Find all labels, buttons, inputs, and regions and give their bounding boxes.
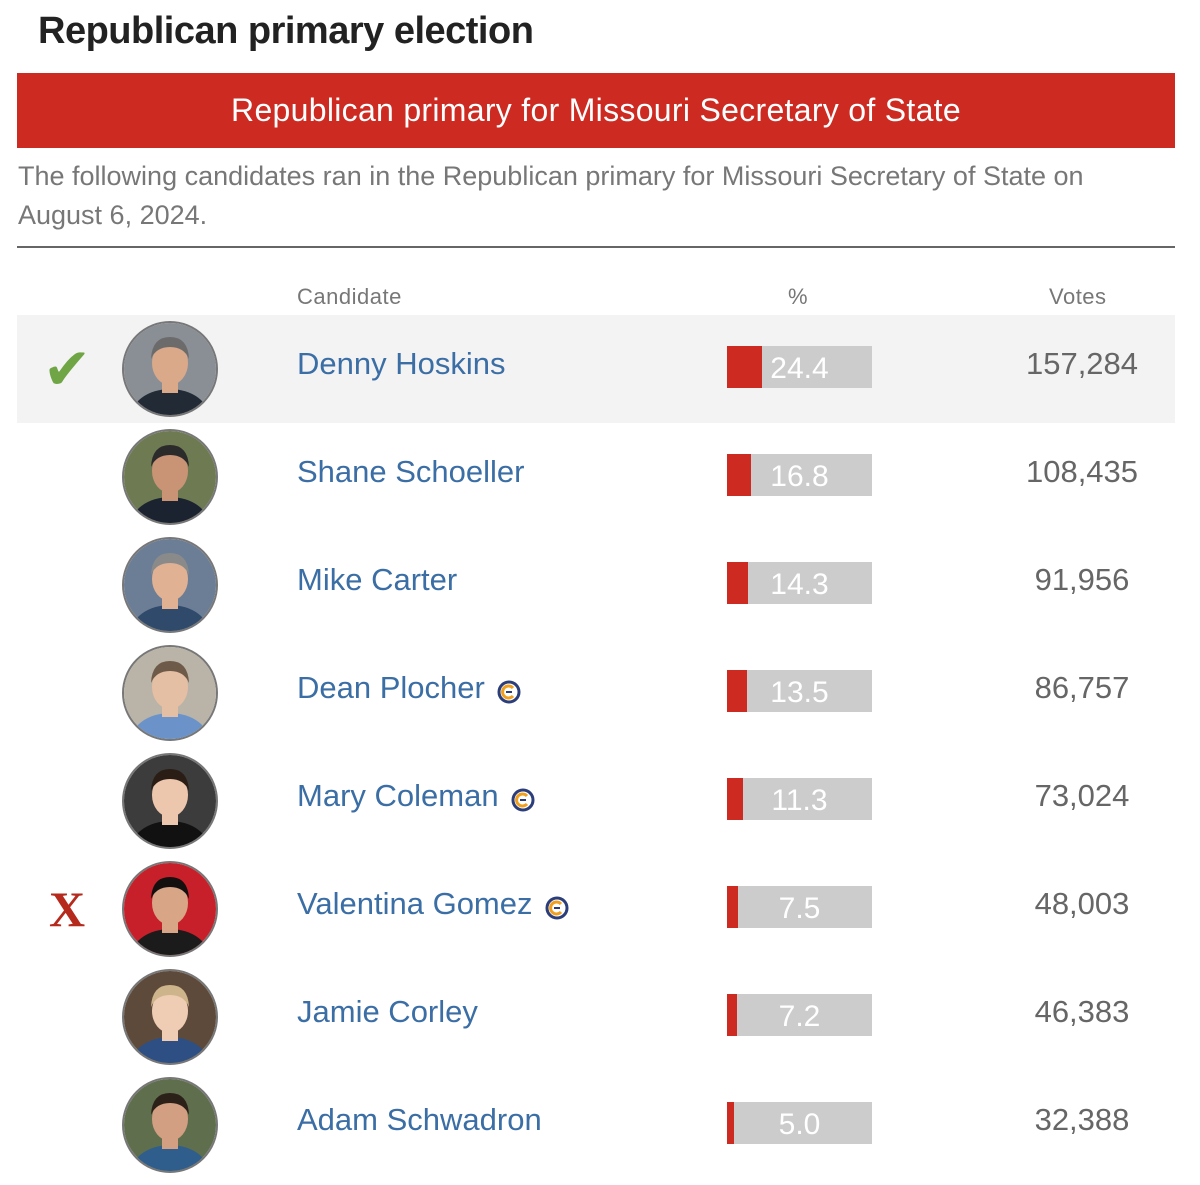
- candidate-name-link[interactable]: Denny Hoskins: [297, 346, 506, 381]
- percent-bar-fill: [727, 1102, 734, 1144]
- vote-count: 157,284: [1025, 346, 1139, 381]
- vote-count: 73,024: [1034, 778, 1130, 813]
- percent-bar-fill: [727, 994, 737, 1036]
- candidate-photo: [122, 861, 218, 957]
- candidate-name-link[interactable]: Adam Schwadron: [297, 1102, 542, 1137]
- percent-bar: 5.0: [727, 1102, 872, 1144]
- percent-label: 13.5: [770, 676, 829, 709]
- candidate-photo: [122, 429, 218, 525]
- percent-bar-fill: [727, 346, 762, 388]
- percent-label: 5.0: [778, 1108, 821, 1141]
- percent-bar: 11.3: [727, 778, 872, 820]
- vote-count: 91,956: [1034, 562, 1130, 597]
- table-row: Dean Plocher 13.5 86,757: [17, 639, 1175, 747]
- campaign-finance-icon[interactable]: [497, 676, 521, 704]
- candidate-name-link[interactable]: Mike Carter: [297, 562, 458, 597]
- vote-count: 86,757: [1034, 670, 1130, 705]
- page-title: Republican primary election: [38, 10, 534, 52]
- table-row: ✔ Denny Hoskins 24.4 157,284: [17, 315, 1175, 423]
- percent-label: 14.3: [770, 568, 829, 601]
- race-banner: Republican primary for Missouri Secretar…: [17, 73, 1175, 148]
- percent-bar: 13.5: [727, 670, 872, 712]
- winner-check-icon: ✔: [42, 335, 92, 403]
- percent-bar: 7.5: [727, 886, 872, 928]
- percent-label: 7.5: [778, 892, 821, 925]
- candidate-photo: [122, 321, 218, 417]
- candidate-photo: [122, 537, 218, 633]
- percent-bar: 14.3: [727, 562, 872, 604]
- campaign-finance-icon[interactable]: [545, 892, 569, 920]
- column-header-votes: Votes: [1049, 284, 1107, 309]
- percent-bar-fill: [727, 562, 748, 604]
- table-row: Jamie Corley 7.2 46,383: [17, 963, 1175, 1071]
- table-row: Adam Schwadron 5.0 32,388: [17, 1071, 1175, 1179]
- percent-bar-fill: [727, 778, 743, 820]
- candidate-name-link[interactable]: Mary Coleman: [297, 778, 535, 814]
- candidate-name-link[interactable]: Dean Plocher: [297, 670, 521, 706]
- column-header-percent: %: [788, 284, 809, 309]
- candidate-name-link[interactable]: Shane Schoeller: [297, 454, 525, 489]
- race-description: The following candidates ran in the Repu…: [18, 161, 1084, 230]
- table-row: Shane Schoeller 16.8 108,435: [17, 423, 1175, 531]
- percent-label: 7.2: [778, 1000, 821, 1033]
- candidate-photo: [122, 1077, 218, 1173]
- eliminated-x-icon: X: [48, 881, 86, 937]
- candidate-photo: [122, 645, 218, 741]
- candidate-photo: [122, 969, 218, 1065]
- column-header-candidate: Candidate: [297, 284, 402, 309]
- percent-bar-fill: [727, 454, 751, 496]
- candidate-name-link[interactable]: Valentina Gomez: [297, 886, 569, 922]
- campaign-finance-icon[interactable]: [511, 784, 535, 812]
- vote-count: 48,003: [1034, 886, 1130, 921]
- candidate-name-link[interactable]: Jamie Corley: [297, 994, 478, 1029]
- percent-bar: 7.2: [727, 994, 872, 1036]
- percent-bar-fill: [727, 886, 738, 928]
- percent-bar: 24.4: [727, 346, 872, 388]
- percent-label: 24.4: [770, 352, 829, 385]
- vote-count: 108,435: [1025, 454, 1139, 489]
- table-row: X Valentina Gomez 7.5 48,003: [17, 855, 1175, 963]
- percent-label: 16.8: [770, 460, 829, 493]
- percent-bar-fill: [727, 670, 747, 712]
- percent-bar: 16.8: [727, 454, 872, 496]
- table-row: Mike Carter 14.3 91,956: [17, 531, 1175, 639]
- divider: [17, 246, 1175, 248]
- vote-count: 32,388: [1034, 1102, 1130, 1137]
- percent-label: 11.3: [771, 784, 828, 817]
- vote-count: 46,383: [1034, 994, 1130, 1029]
- candidate-photo: [122, 753, 218, 849]
- table-row: Mary Coleman 11.3 73,024: [17, 747, 1175, 855]
